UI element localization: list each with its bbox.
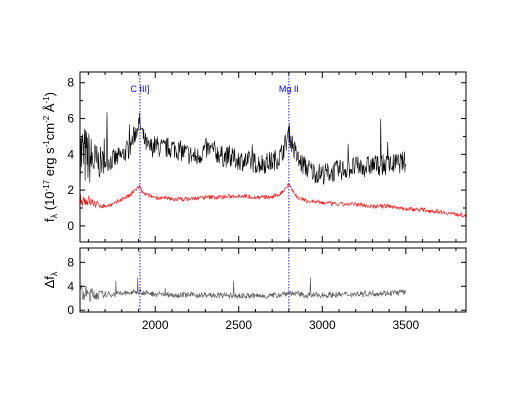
x-tick-label: 2500 (225, 318, 252, 332)
residual-x-axis: 2000 2500 3000 3500 (87, 248, 457, 332)
y-tick-label: 8 (67, 76, 74, 90)
x-tick-label: 3500 (392, 318, 419, 332)
main-y-axis: 0 2 4 6 8 (67, 76, 466, 233)
residual-y-axis-label: Δfλ (42, 271, 59, 288)
main-x-axis (87, 72, 457, 242)
residual-line-markers (139, 248, 290, 312)
y-tick-label: 4 (67, 279, 74, 293)
main-panel-frame (79, 71, 467, 243)
main-panel: C III] Mg II 0 2 4 6 8 fλ (10-17 erg s-1cm-2 … (42, 71, 467, 243)
spectrum-series-1 (80, 183, 466, 218)
y-tick-label: 6 (67, 112, 74, 126)
y-tick-label: 2 (67, 183, 74, 197)
marker-label-1: Mg II (279, 84, 299, 94)
y-tick-label: 0 (67, 219, 74, 233)
residual-panel-frame (79, 247, 467, 313)
residual-panel: 0 4 8 2000 2500 3000 3500 Δfλ (42, 247, 467, 332)
main-plot-area (80, 112, 466, 218)
marker-label-0: C III] (130, 84, 149, 94)
y-tick-label: 8 (67, 255, 74, 269)
x-tick-label: 3000 (309, 318, 336, 332)
line-markers: C III] Mg II (130, 72, 299, 242)
spectrum-series-0 (80, 112, 407, 192)
y-tick-label: 0 (67, 303, 74, 317)
residual-y-axis: 0 4 8 (67, 255, 466, 317)
residual-plot-area (80, 277, 406, 302)
main-y-axis-label: fλ (10-17 erg s-1cm-2 Å-1) (42, 92, 59, 222)
x-tick-label: 2000 (142, 318, 169, 332)
y-tick-label: 4 (67, 147, 74, 161)
residual-series-0 (80, 277, 406, 302)
